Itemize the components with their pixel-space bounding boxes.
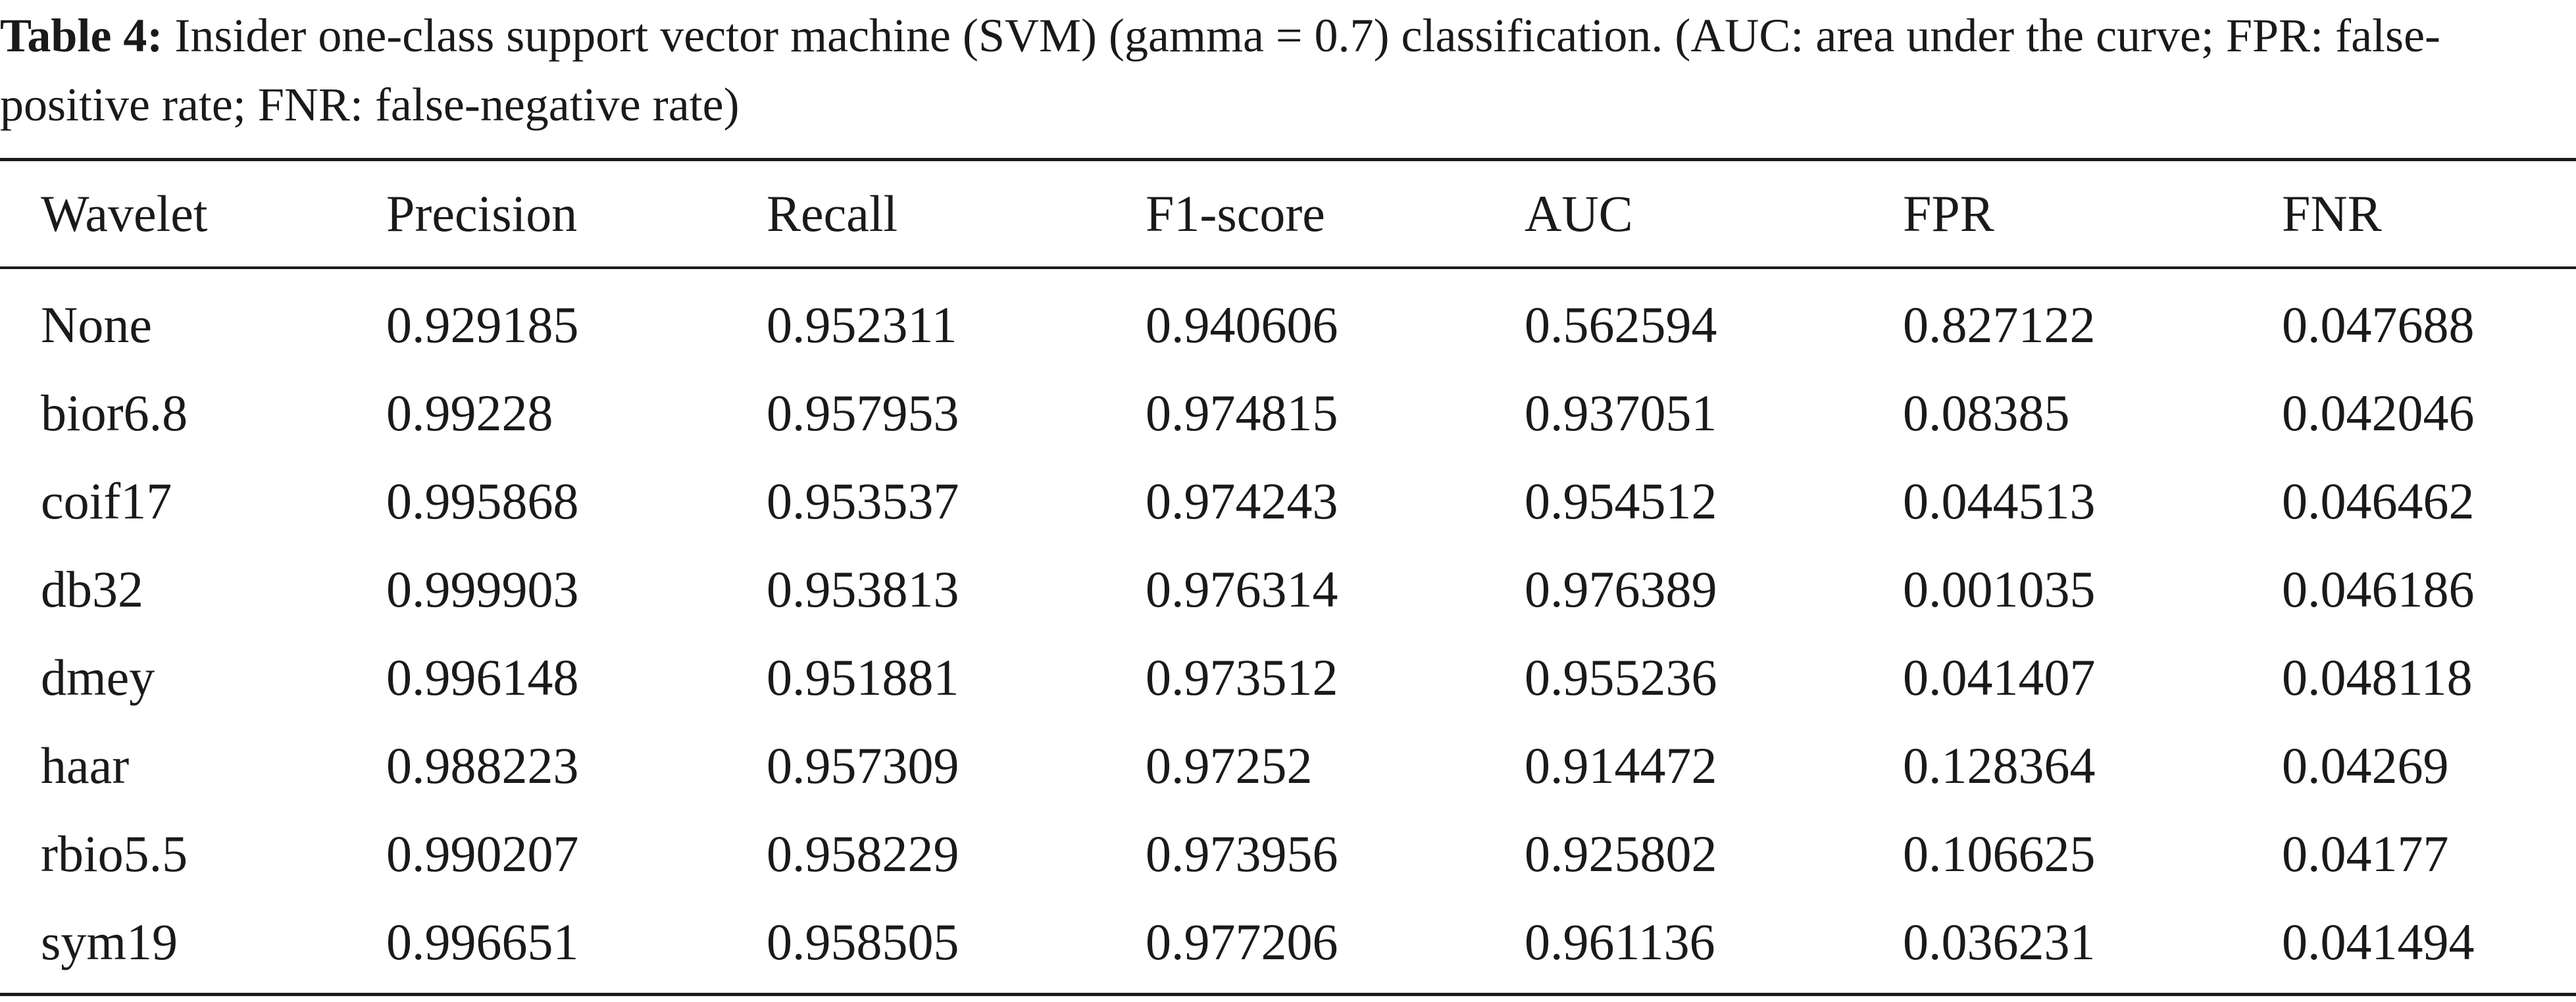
cell-wavelet: dmey: [41, 649, 155, 706]
table-caption-label: Table 4:: [0, 9, 163, 62]
cell-fpr: 0.044513: [1903, 472, 2096, 530]
cell-auc: 0.976389: [1525, 561, 1717, 618]
cell-fnr: 0.046462: [2282, 472, 2475, 530]
cell-fnr: 0.04269: [2282, 737, 2449, 794]
table-body: None 0.929185 0.952311 0.940606 0.562594…: [0, 268, 2576, 995]
table-row: rbio5.5 0.990207 0.958229 0.973956 0.925…: [0, 810, 2576, 898]
table-row: haar 0.988223 0.957309 0.97252 0.914472 …: [0, 722, 2576, 810]
header-recall: Recall: [767, 185, 898, 242]
cell-precision: 0.988223: [386, 737, 579, 794]
cell-fpr: 0.08385: [1903, 384, 2070, 441]
cell-wavelet: bior6.8: [41, 384, 188, 441]
cell-recall: 0.957953: [767, 384, 959, 441]
cell-fpr: 0.106625: [1903, 825, 2096, 882]
cell-precision: 0.996651: [386, 913, 579, 970]
header-wavelet: Wavelet: [41, 185, 208, 242]
cell-auc: 0.925802: [1525, 825, 1717, 882]
cell-wavelet: None: [41, 296, 152, 353]
cell-recall: 0.952311: [767, 296, 957, 353]
cell-auc: 0.961136: [1525, 913, 1715, 970]
cell-wavelet: sym19: [41, 913, 178, 970]
table-row: bior6.8 0.99228 0.957953 0.974815 0.9370…: [0, 369, 2576, 457]
header-f1-score: F1-score: [1146, 185, 1325, 242]
cell-f1-score: 0.973956: [1146, 825, 1338, 882]
cell-precision: 0.99228: [386, 384, 553, 441]
table-header: Wavelet Precision Recall F1-score AUC FP…: [0, 159, 2576, 268]
cell-wavelet: haar: [41, 737, 130, 794]
cell-precision: 0.996148: [386, 649, 579, 706]
header-fnr: FNR: [2282, 185, 2382, 242]
cell-recall: 0.958505: [767, 913, 959, 970]
cell-fpr: 0.128364: [1903, 737, 2096, 794]
table-row: coif17 0.995868 0.953537 0.974243 0.9545…: [0, 457, 2576, 545]
cell-f1-score: 0.974243: [1146, 472, 1338, 530]
cell-fnr: 0.046186: [2282, 561, 2475, 618]
table-caption: Table 4: Insider one-class support vecto…: [0, 0, 2576, 139]
cell-auc: 0.954512: [1525, 472, 1717, 530]
cell-wavelet: db32: [41, 561, 143, 618]
cell-recall: 0.957309: [767, 737, 959, 794]
cell-fpr: 0.001035: [1903, 561, 2096, 618]
cell-f1-score: 0.940606: [1146, 296, 1338, 353]
cell-fnr: 0.041494: [2282, 913, 2475, 970]
cell-f1-score: 0.977206: [1146, 913, 1338, 970]
cell-fpr: 0.827122: [1903, 296, 2096, 353]
cell-auc: 0.955236: [1525, 649, 1717, 706]
table-caption-text: Insider one-class support vector machine…: [0, 9, 2440, 131]
table-row: db32 0.999903 0.953813 0.976314 0.976389…: [0, 545, 2576, 634]
table-row: None 0.929185 0.952311 0.940606 0.562594…: [0, 268, 2576, 369]
cell-f1-score: 0.974815: [1146, 384, 1338, 441]
header-precision: Precision: [386, 185, 578, 242]
cell-fpr: 0.036231: [1903, 913, 2096, 970]
cell-wavelet: coif17: [41, 472, 172, 530]
cell-auc: 0.562594: [1525, 296, 1717, 353]
cell-auc: 0.937051: [1525, 384, 1717, 441]
table-row: sym19 0.996651 0.958505 0.977206 0.96113…: [0, 898, 2576, 995]
cell-recall: 0.953537: [767, 472, 959, 530]
cell-f1-score: 0.97252: [1146, 737, 1313, 794]
cell-precision: 0.990207: [386, 825, 579, 882]
cell-precision: 0.929185: [386, 296, 579, 353]
cell-f1-score: 0.973512: [1146, 649, 1338, 706]
table-row: dmey 0.996148 0.951881 0.973512 0.955236…: [0, 634, 2576, 722]
cell-wavelet: rbio5.5: [41, 825, 188, 882]
header-fpr: FPR: [1903, 185, 1994, 242]
cell-fnr: 0.047688: [2282, 296, 2475, 353]
header-auc: AUC: [1525, 185, 1633, 242]
cell-fnr: 0.048118: [2282, 649, 2473, 706]
cell-precision: 0.995868: [386, 472, 579, 530]
cell-fnr: 0.04177: [2282, 825, 2449, 882]
results-table: Wavelet Precision Recall F1-score AUC FP…: [0, 158, 2576, 996]
cell-precision: 0.999903: [386, 561, 579, 618]
cell-recall: 0.958229: [767, 825, 959, 882]
table-header-row: Wavelet Precision Recall F1-score AUC FP…: [0, 159, 2576, 268]
cell-fpr: 0.041407: [1903, 649, 2096, 706]
cell-recall: 0.951881: [767, 649, 959, 706]
cell-auc: 0.914472: [1525, 737, 1717, 794]
results-table-container: Wavelet Precision Recall F1-score AUC FP…: [0, 158, 2576, 996]
cell-recall: 0.953813: [767, 561, 959, 618]
cell-fnr: 0.042046: [2282, 384, 2475, 441]
cell-f1-score: 0.976314: [1146, 561, 1338, 618]
